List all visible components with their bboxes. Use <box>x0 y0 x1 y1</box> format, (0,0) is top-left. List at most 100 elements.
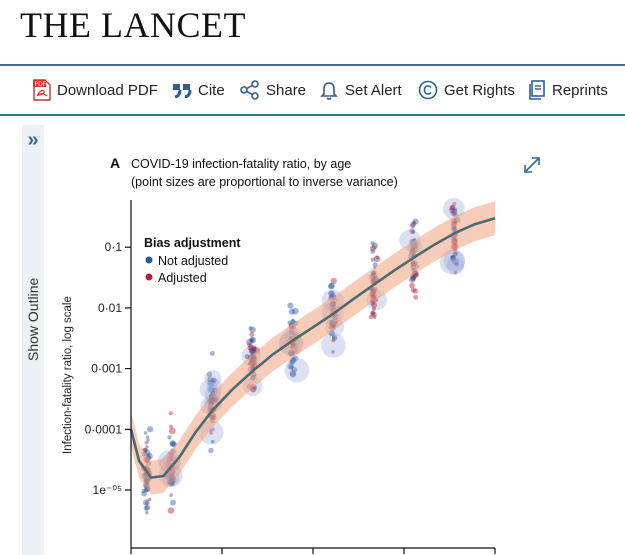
set-alert-label: Set Alert <box>345 81 402 99</box>
data-point <box>331 338 336 343</box>
data-point <box>372 306 376 311</box>
data-point <box>144 504 151 511</box>
cite-button[interactable]: Cite <box>172 66 225 114</box>
y-axis-label: Infection-fatality ratio, log scale <box>62 296 74 454</box>
data-point <box>167 507 175 514</box>
data-point <box>249 337 256 344</box>
data-point <box>372 315 377 320</box>
data-point <box>412 288 418 294</box>
data-point <box>289 365 294 370</box>
data-point <box>413 294 419 300</box>
data-point <box>368 314 374 319</box>
data-point <box>284 358 310 383</box>
pdf-icon: PDF <box>33 79 51 101</box>
data-point <box>249 337 255 342</box>
data-point <box>292 357 296 362</box>
legend: Bias adjustment Not adjusted Adjusted <box>144 236 241 285</box>
data-point <box>204 370 222 387</box>
data-point <box>290 371 297 378</box>
data-point <box>170 499 176 506</box>
data-point <box>330 277 337 285</box>
y-tick-label: 0·0001 <box>85 422 123 436</box>
data-point <box>452 258 459 265</box>
data-point <box>249 343 253 348</box>
legend-swatch-not-adjusted <box>145 256 153 264</box>
data-point <box>410 275 416 282</box>
data-point <box>291 366 298 373</box>
share-icon <box>240 80 260 100</box>
reprints-label: Reprints <box>552 81 608 99</box>
legend-label-adjusted: Adjusted <box>158 271 207 285</box>
data-point <box>249 326 256 333</box>
y-tick-label: 0·1 <box>105 240 123 254</box>
data-point <box>249 332 255 337</box>
data-point <box>146 438 150 442</box>
data-point <box>329 290 335 296</box>
data-point <box>287 320 292 325</box>
data-point <box>328 282 335 289</box>
download-pdf-button[interactable]: PDF Download PDF <box>33 66 158 114</box>
data-point <box>248 347 253 352</box>
data-point <box>453 270 457 275</box>
data-point <box>371 242 378 249</box>
data-point <box>370 245 377 252</box>
data-point <box>168 427 176 435</box>
plot-area: 0·1 0·01 0·001 0·0001 1e⁻⁰⁵ <box>85 197 496 554</box>
data-point <box>207 376 214 383</box>
data-point <box>141 488 147 494</box>
data-point <box>141 490 147 497</box>
lancet-logo[interactable]: THE LANCET <box>20 5 246 45</box>
data-point <box>143 499 150 506</box>
set-alert-button[interactable]: Set Alert <box>319 66 402 114</box>
data-point <box>145 510 149 515</box>
data-point <box>143 505 149 511</box>
data-point <box>370 241 375 246</box>
legend-swatch-adjusted <box>145 273 153 281</box>
data-point <box>331 350 335 354</box>
data-point <box>450 210 457 216</box>
data-point <box>454 207 458 211</box>
data-point <box>371 312 377 318</box>
data-point <box>211 440 215 444</box>
article-toolbar: PDF Download PDF Cite Sh <box>0 64 625 116</box>
data-point <box>291 318 295 322</box>
data-point <box>448 207 455 214</box>
data-point <box>452 201 457 206</box>
data-point <box>321 333 346 358</box>
data-point <box>449 204 456 211</box>
data-point <box>211 377 217 383</box>
data-point <box>208 447 214 454</box>
data-point <box>147 426 154 433</box>
data-point <box>410 223 416 229</box>
get-rights-button[interactable]: Get Rights <box>418 66 515 114</box>
fit-curve <box>129 217 496 479</box>
share-button[interactable]: Share <box>240 66 306 114</box>
data-point <box>370 310 376 316</box>
data-point <box>250 345 255 349</box>
data-point <box>412 218 419 225</box>
cite-label: Cite <box>198 81 225 99</box>
data-point <box>207 385 215 393</box>
data-point <box>331 335 336 340</box>
data-point <box>145 445 149 449</box>
expand-outline-toggle[interactable]: » <box>27 129 39 151</box>
data-point <box>252 347 256 351</box>
data-point <box>442 197 465 220</box>
data-point <box>375 255 380 260</box>
data-point <box>248 326 253 331</box>
expand-figure-icon[interactable] <box>521 154 543 176</box>
quote-icon <box>172 82 192 98</box>
data-point <box>170 441 176 447</box>
reprints-button[interactable]: Reprints <box>528 66 608 114</box>
masthead: THE LANCET <box>0 0 625 62</box>
outline-sidebar: » Show Outline <box>22 125 44 555</box>
data-point <box>211 427 215 432</box>
figure-subtitle: (point sizes are proportional to inverse… <box>131 175 398 189</box>
data-point <box>289 369 297 377</box>
data-point <box>452 251 458 257</box>
data-point <box>169 440 176 447</box>
data-point <box>289 364 294 369</box>
share-label: Share <box>266 81 307 99</box>
data-point <box>439 249 465 275</box>
